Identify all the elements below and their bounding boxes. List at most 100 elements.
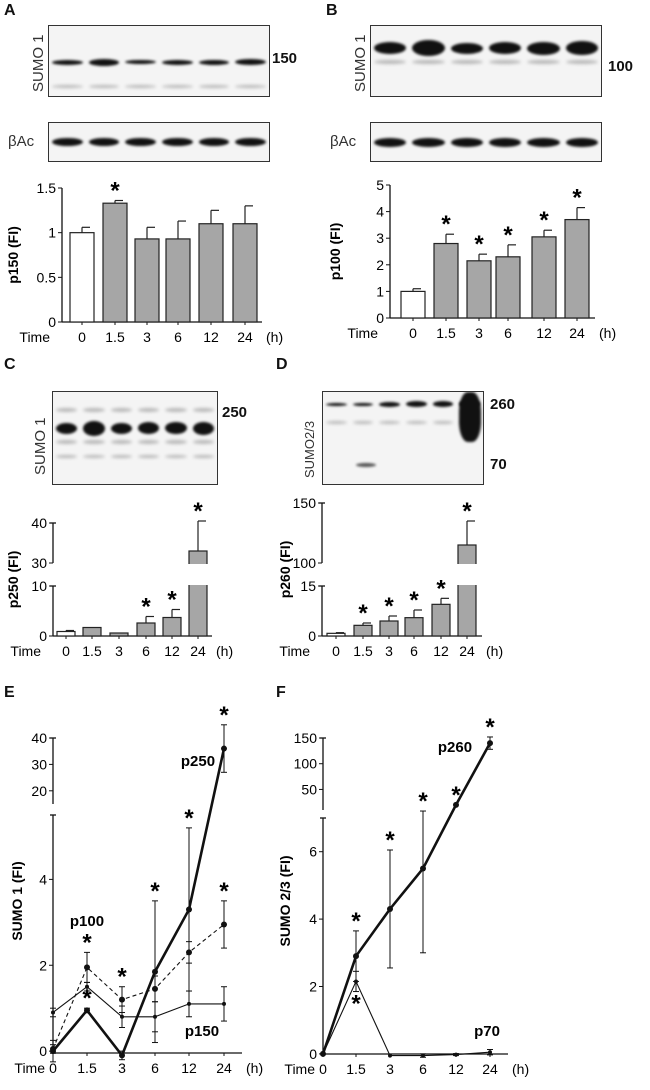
y-tick-label: 100 [294, 756, 318, 772]
bar [109, 632, 129, 637]
blot-band [374, 137, 407, 147]
x-unit-label: (h) [512, 1061, 529, 1077]
blot-band [459, 392, 481, 442]
significance-asterisk: * [462, 498, 472, 525]
panel-label-c: C [4, 356, 16, 373]
y-tick-label: 0.5 [37, 269, 57, 285]
blot-band [432, 420, 454, 424]
y-tick-label: 100 [293, 555, 317, 571]
data-point-p260 [487, 740, 493, 747]
western-blot-sumo23-d [322, 391, 484, 485]
bar [162, 616, 182, 637]
y-tick-label: 6 [309, 844, 317, 860]
blot-band [412, 60, 445, 64]
data-point-p150 [51, 1010, 55, 1015]
blot-band [83, 454, 105, 458]
x-tick-label: 0 [49, 1060, 57, 1076]
data-point-p70 [354, 979, 358, 984]
x-unit-label: (h) [486, 643, 503, 659]
blot-band [235, 59, 266, 65]
y-tick-label: 4 [376, 204, 384, 220]
x-axis-label: Time [284, 1061, 315, 1077]
y-tick-label: 2 [376, 257, 384, 273]
x-tick-label: 6 [174, 329, 182, 345]
blot-band [192, 454, 214, 458]
x-tick-label: 6 [504, 325, 512, 341]
significance-asterisk: * [572, 185, 582, 212]
significance-asterisk: * [539, 207, 549, 234]
bar [56, 630, 76, 637]
significance-asterisk: * [436, 575, 446, 602]
data-point-p150 [120, 1014, 124, 1019]
x-tick-label: 24 [190, 643, 206, 659]
x-tick-label: 3 [118, 1060, 126, 1076]
x-axis-label: Time [279, 643, 310, 659]
significance-asterisk: * [184, 805, 194, 832]
y-tick-label: 3 [376, 230, 384, 246]
bar [134, 238, 160, 323]
x-tick-label: 6 [410, 643, 418, 659]
bar [69, 232, 95, 323]
bar [82, 626, 102, 637]
y-tick-label: 1 [376, 283, 384, 299]
x-tick-label: 12 [181, 1060, 197, 1076]
y-tick-label: 0 [309, 1046, 317, 1062]
bar-break-gap [188, 564, 208, 585]
significance-asterisk: * [418, 788, 428, 815]
significance-asterisk: * [167, 587, 177, 614]
x-tick-label: 1.5 [77, 1060, 97, 1076]
blot-band [125, 138, 156, 146]
x-tick-label: 24 [569, 325, 585, 341]
blot-band [165, 408, 187, 412]
x-tick-label: 3 [115, 643, 123, 659]
data-point-p150 [222, 1001, 226, 1006]
significance-asterisk: * [409, 587, 419, 614]
x-unit-label: (h) [599, 325, 616, 341]
bar [564, 218, 590, 319]
blot-band [162, 59, 193, 65]
x-tick-label: 1.5 [353, 643, 373, 659]
blot-band [374, 60, 407, 64]
blot-label-actin-a: βAc [8, 133, 35, 150]
panel-label-b: B [326, 2, 338, 19]
blot-band [326, 402, 347, 406]
significance-asterisk: * [117, 964, 127, 991]
blot-band [198, 138, 230, 146]
blot-band [432, 401, 454, 407]
blot-band [352, 402, 374, 406]
y-tick-label: 2 [39, 957, 47, 973]
blot-band [88, 58, 120, 66]
blot-band [88, 138, 120, 146]
marker-260: 260 [490, 396, 516, 413]
marker-150: 150 [272, 50, 298, 67]
x-tick-label: 0 [409, 325, 417, 341]
x-axis-label: Time [19, 329, 50, 345]
bar [198, 223, 224, 323]
significance-asterisk: * [82, 985, 92, 1012]
series-label-p150: p150 [185, 1023, 219, 1040]
data-point-p100 [50, 1045, 56, 1052]
data-point-p260 [453, 801, 459, 808]
data-point-p250 [221, 745, 227, 752]
data-point-p260 [420, 865, 426, 872]
y-axis-label: p250 (FI) [5, 551, 21, 609]
blot-band [162, 138, 193, 146]
blot-band [565, 137, 598, 147]
y-tick-label: 10 [31, 578, 47, 594]
bar [400, 290, 426, 319]
significance-asterisk: * [141, 594, 151, 621]
blot-band [110, 408, 132, 412]
series-line-p70 [322, 980, 491, 1057]
marker-250: 250 [222, 404, 248, 421]
significance-asterisk: * [351, 908, 361, 935]
blot-band [52, 59, 83, 65]
blot-band [165, 440, 187, 444]
x-unit-label: (h) [266, 329, 283, 345]
blot-band [192, 421, 214, 435]
x-tick-label: 1.5 [436, 325, 456, 341]
x-tick-label: 3 [475, 325, 483, 341]
blot-label-actin-b: βAc [330, 133, 357, 150]
y-tick-label: 4 [309, 911, 317, 927]
panel-label-e: E [4, 684, 15, 701]
y-axis-label: SUMO 2/3 (FI) [277, 855, 293, 946]
